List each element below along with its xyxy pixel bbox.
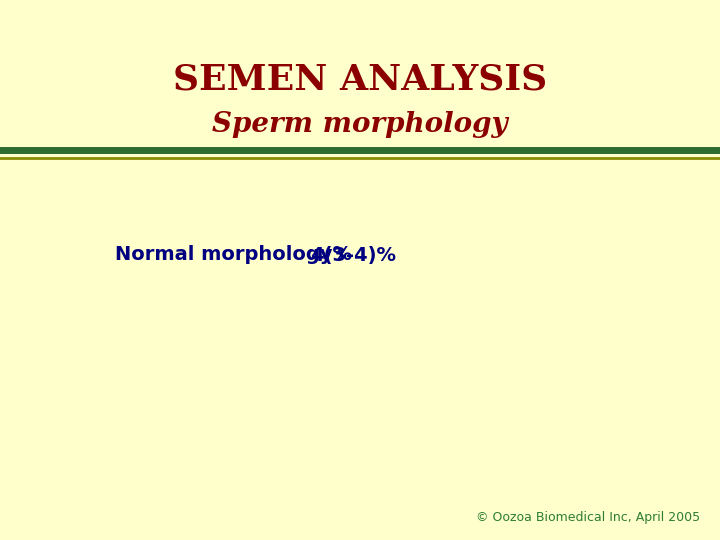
Text: Normal morphology%: Normal morphology% bbox=[115, 246, 352, 265]
Text: 4(3-4)%: 4(3-4)% bbox=[310, 246, 396, 265]
Text: Sperm morphology: Sperm morphology bbox=[212, 111, 508, 138]
Text: © Oozoa Biomedical Inc, April 2005: © Oozoa Biomedical Inc, April 2005 bbox=[476, 511, 700, 524]
Text: SEMEN ANALYSIS: SEMEN ANALYSIS bbox=[173, 63, 547, 97]
